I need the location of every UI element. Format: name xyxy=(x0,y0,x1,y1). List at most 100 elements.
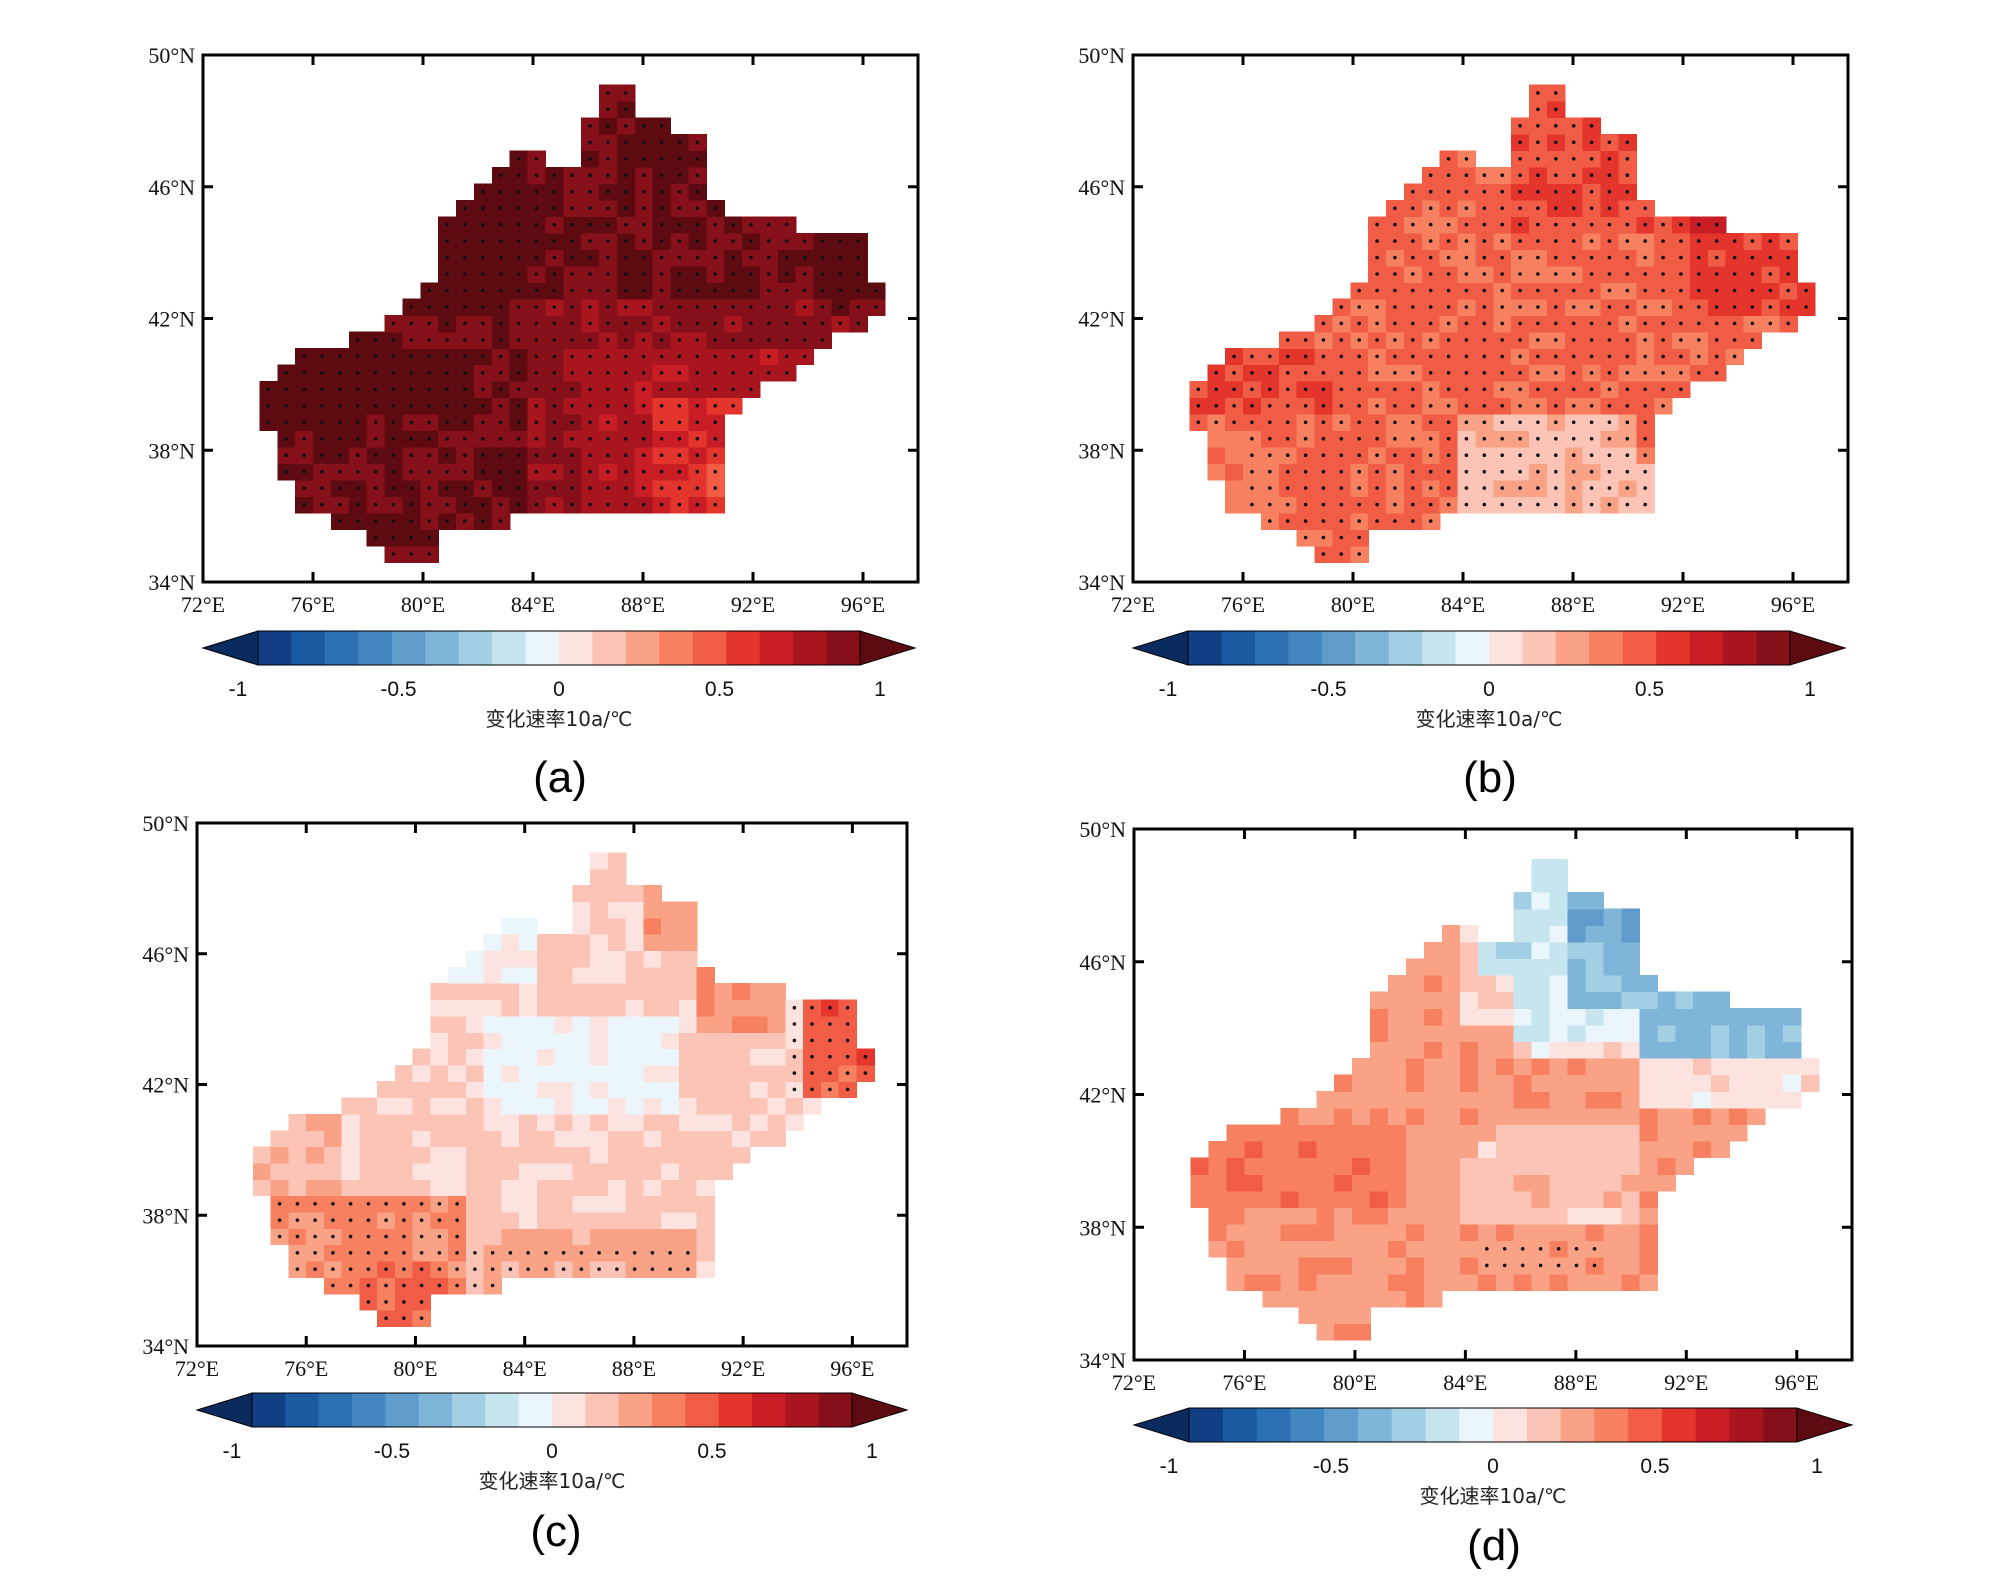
stipple-dot xyxy=(624,189,628,194)
stipple-dot xyxy=(606,387,610,392)
y-tick-label: 34°N xyxy=(148,570,195,595)
heatmap-cell xyxy=(1549,1141,1569,1159)
heatmap-cell xyxy=(590,917,609,935)
heatmap-cell xyxy=(1549,1174,1569,1192)
stipple-dot xyxy=(445,371,449,375)
stipple-dot xyxy=(606,124,610,128)
stipple-dot xyxy=(695,469,700,474)
stipple-dot xyxy=(552,305,557,309)
stipple-dot xyxy=(1393,486,1397,490)
heatmap-cell xyxy=(1621,1008,1640,1026)
heatmap-cell xyxy=(501,1195,520,1213)
stipple-dot xyxy=(481,189,485,194)
heatmap-cell xyxy=(519,1162,538,1180)
stipple-dot xyxy=(534,157,539,161)
heatmap-cell xyxy=(714,1113,733,1131)
heatmap-cell xyxy=(767,983,787,1001)
stipple-dot xyxy=(1679,288,1683,293)
heatmap-cell xyxy=(1316,1157,1335,1175)
heatmap-cell xyxy=(377,1097,396,1115)
stipple-dot xyxy=(632,1267,637,1271)
stipple-dot xyxy=(1554,239,1558,243)
heatmap-cell xyxy=(1495,1141,1515,1159)
heatmap-cell xyxy=(1316,1273,1335,1291)
heatmap-cell xyxy=(1406,1190,1425,1208)
heatmap-cell xyxy=(1477,1024,1497,1042)
heatmap-cell xyxy=(341,1162,361,1180)
heatmap-cell xyxy=(1316,1141,1335,1159)
stipple-dot xyxy=(1268,486,1272,490)
heatmap-cell xyxy=(341,1113,361,1131)
stipple-dot xyxy=(391,338,396,342)
stipple-dot xyxy=(320,469,324,474)
stipple-dot xyxy=(1464,206,1469,210)
heatmap-cell xyxy=(1621,1273,1640,1291)
y-tick-label: 38°N xyxy=(142,1203,189,1228)
stipple-dot xyxy=(1804,305,1808,309)
stipple-dot xyxy=(1804,288,1808,293)
heatmap-cell xyxy=(501,1179,520,1197)
stipple-dot xyxy=(677,420,682,425)
stipple-dot xyxy=(1643,453,1647,458)
colorbar-swatch xyxy=(1594,1408,1629,1442)
stipple-dot xyxy=(767,371,771,375)
heatmap-cell xyxy=(554,1015,574,1033)
stipple-dot xyxy=(320,453,324,458)
heatmap-cell xyxy=(1603,1157,1623,1175)
stipple-dot xyxy=(373,354,378,359)
stipple-dot xyxy=(588,239,592,243)
heatmap-cell xyxy=(1406,1240,1425,1258)
stipple-dot xyxy=(544,1251,548,1255)
stipple-dot xyxy=(624,420,628,425)
stipple-dot xyxy=(810,1087,814,1092)
heatmap-cell xyxy=(750,1048,769,1066)
stipple-dot xyxy=(1428,469,1433,474)
stipple-dot xyxy=(588,453,592,458)
stipple-dot xyxy=(713,453,717,458)
stipple-dot xyxy=(659,124,664,128)
y-tick-label: 34°N xyxy=(142,1334,189,1359)
stipple-dot xyxy=(1554,91,1558,95)
stipple-dot xyxy=(1339,486,1344,490)
heatmap-cell xyxy=(377,1130,396,1148)
stipple-dot xyxy=(659,305,664,309)
stipple-dot xyxy=(1589,436,1594,441)
heatmap-cell xyxy=(661,1081,680,1099)
heatmap-cell xyxy=(1406,1223,1425,1242)
stipple-dot xyxy=(1571,272,1576,276)
stipple-dot xyxy=(845,1005,850,1010)
stipple-dot xyxy=(284,453,289,458)
stipple-dot xyxy=(481,206,485,210)
stipple-dot xyxy=(552,272,557,276)
heatmap-cell xyxy=(714,1162,733,1180)
colorbar-tick-label: 1 xyxy=(874,678,886,701)
heatmap-cell xyxy=(430,1015,449,1033)
heatmap-cell xyxy=(501,950,520,968)
stipple-dot xyxy=(516,354,521,359)
stipple-dot xyxy=(677,321,682,326)
heatmap-cell xyxy=(466,1195,485,1213)
stipple-dot xyxy=(348,1234,353,1239)
stipple-dot xyxy=(1446,206,1451,210)
x-tick-label: 76°E xyxy=(1221,592,1265,617)
heatmap-cell xyxy=(519,1113,538,1131)
stipple-dot xyxy=(767,239,771,243)
stipple-dot xyxy=(1411,371,1415,375)
heatmap-cell xyxy=(1567,925,1587,943)
heatmap-cell xyxy=(1424,1223,1443,1242)
stipple-dot xyxy=(1643,436,1647,441)
heatmap-cell xyxy=(1334,1306,1353,1325)
colorbar-swatch xyxy=(1522,631,1557,665)
heatmap-cell xyxy=(1207,447,1226,465)
stipple-dot xyxy=(588,354,592,359)
heatmap-cell xyxy=(1603,1074,1623,1092)
stipple-dot xyxy=(355,404,360,408)
stipple-dot xyxy=(391,371,396,375)
heatmap-cell xyxy=(1675,1058,1694,1076)
heatmap-cell xyxy=(1531,1223,1551,1242)
heatmap-cell xyxy=(448,1081,467,1099)
heatmap-cell xyxy=(1208,1141,1228,1159)
stipple-dot xyxy=(1232,387,1236,392)
stipple-dot xyxy=(1285,453,1290,458)
heatmap-cell xyxy=(1262,1124,1281,1142)
